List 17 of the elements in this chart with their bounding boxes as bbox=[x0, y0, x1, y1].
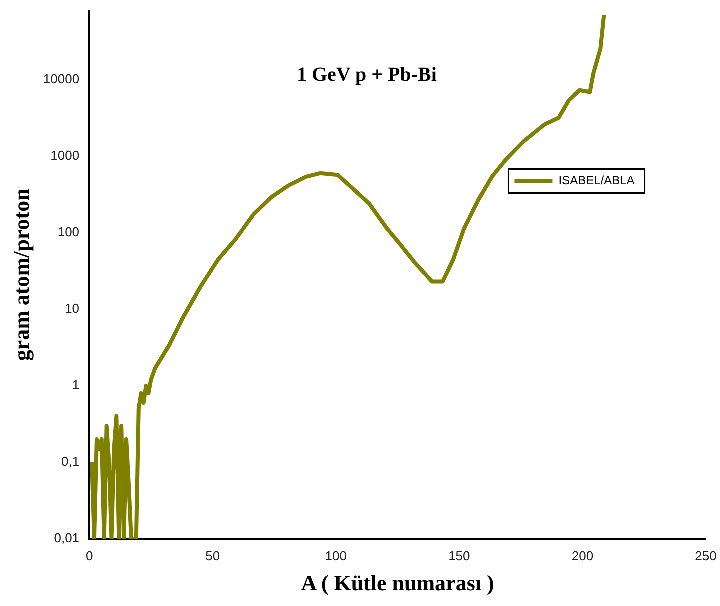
x-tick-label: 250 bbox=[695, 548, 717, 564]
y-tick-label: 10000 bbox=[43, 71, 80, 86]
x-axis-title: A ( Kütle numarası ) bbox=[301, 570, 494, 596]
x-tick-label: 50 bbox=[206, 548, 220, 564]
y-tick-label: 0,1 bbox=[61, 454, 80, 470]
x-tick-label: 200 bbox=[572, 548, 594, 564]
x-tick-label: 0 bbox=[86, 548, 94, 564]
x-tick-label: 100 bbox=[325, 548, 347, 564]
y-tick-label: 100 bbox=[58, 224, 80, 240]
y-tick-label: 1 bbox=[72, 378, 80, 393]
x-tick-label: 150 bbox=[448, 548, 470, 564]
y-tick-label: 0,01 bbox=[54, 530, 80, 546]
y-tick-label: 10 bbox=[65, 301, 80, 316]
y-tick-label: 1000 bbox=[50, 148, 80, 163]
text: 1 GeV p + Pb-Bi bbox=[296, 64, 438, 86]
y-axis-title: gram atom/proton bbox=[8, 188, 34, 362]
legend-label: ISABEL/ABLA bbox=[558, 174, 635, 188]
